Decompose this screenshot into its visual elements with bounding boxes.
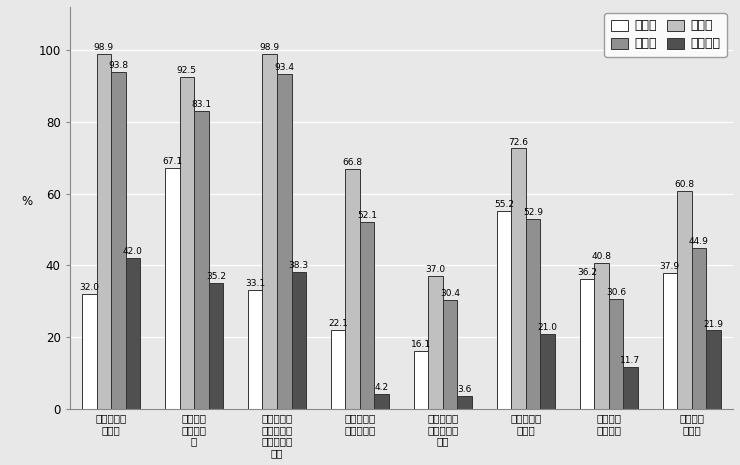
- Bar: [497, 211, 511, 409]
- Text: 33.1: 33.1: [245, 279, 266, 288]
- Bar: [443, 300, 457, 409]
- Bar: [277, 74, 292, 409]
- Bar: [540, 334, 555, 409]
- Y-axis label: %: %: [21, 195, 33, 208]
- Bar: [194, 111, 209, 409]
- Legend: 幼稚園, 中学校, 小学校, 高等学校: 幼稚園, 中学校, 小学校, 高等学校: [605, 13, 727, 57]
- Bar: [428, 276, 443, 409]
- Bar: [457, 396, 472, 409]
- Text: 4.2: 4.2: [374, 383, 388, 392]
- Text: 36.2: 36.2: [577, 268, 597, 277]
- Text: 35.2: 35.2: [206, 272, 226, 281]
- Bar: [677, 191, 692, 409]
- Text: 30.4: 30.4: [440, 289, 460, 298]
- Text: 60.8: 60.8: [674, 180, 694, 189]
- Bar: [165, 168, 180, 409]
- Text: 42.0: 42.0: [123, 247, 143, 257]
- Text: 32.0: 32.0: [79, 283, 99, 292]
- Text: 98.9: 98.9: [94, 43, 114, 52]
- Text: 37.0: 37.0: [425, 266, 445, 274]
- Text: 72.6: 72.6: [508, 138, 528, 146]
- Text: 93.4: 93.4: [275, 63, 295, 72]
- Text: 66.8: 66.8: [343, 159, 363, 167]
- Bar: [623, 367, 638, 409]
- Bar: [331, 330, 346, 409]
- Bar: [292, 272, 306, 409]
- Text: 22.1: 22.1: [329, 319, 348, 328]
- Text: 11.7: 11.7: [620, 356, 641, 365]
- Text: 83.1: 83.1: [191, 100, 212, 109]
- Bar: [180, 77, 194, 409]
- Text: 93.8: 93.8: [108, 61, 129, 71]
- Text: 55.2: 55.2: [494, 200, 514, 209]
- Bar: [346, 169, 360, 409]
- Text: 40.8: 40.8: [591, 252, 611, 261]
- Bar: [374, 394, 389, 409]
- Bar: [126, 258, 140, 409]
- Bar: [82, 294, 97, 409]
- Bar: [414, 351, 428, 409]
- Bar: [706, 331, 721, 409]
- Bar: [360, 222, 374, 409]
- Text: 44.9: 44.9: [689, 237, 709, 246]
- Bar: [609, 299, 623, 409]
- Bar: [209, 283, 223, 409]
- Text: 52.1: 52.1: [357, 211, 377, 220]
- Text: 67.1: 67.1: [162, 157, 182, 166]
- Bar: [662, 273, 677, 409]
- Text: 21.0: 21.0: [537, 323, 557, 332]
- Bar: [111, 72, 126, 409]
- Bar: [248, 290, 263, 409]
- Text: 3.6: 3.6: [457, 385, 472, 394]
- Text: 52.9: 52.9: [523, 208, 543, 217]
- Text: 38.3: 38.3: [289, 261, 309, 270]
- Text: 21.9: 21.9: [703, 319, 724, 329]
- Text: 37.9: 37.9: [660, 262, 680, 271]
- Bar: [511, 148, 525, 409]
- Bar: [579, 279, 594, 409]
- Text: 16.1: 16.1: [411, 340, 431, 350]
- Bar: [263, 54, 277, 409]
- Text: 30.6: 30.6: [606, 288, 626, 298]
- Bar: [97, 54, 111, 409]
- Bar: [594, 263, 609, 409]
- Bar: [525, 219, 540, 409]
- Text: 92.5: 92.5: [177, 66, 197, 75]
- Bar: [692, 248, 706, 409]
- Text: 98.9: 98.9: [260, 43, 280, 52]
